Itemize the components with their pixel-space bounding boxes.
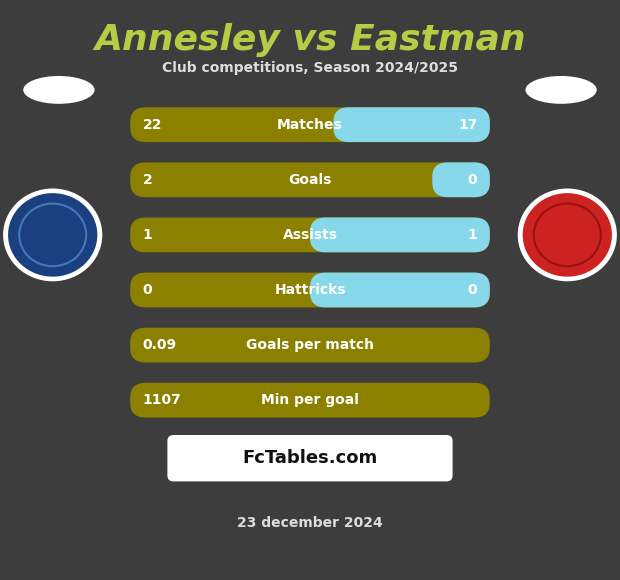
Text: 17: 17: [458, 118, 477, 132]
Text: 2: 2: [143, 173, 153, 187]
Text: 0: 0: [143, 283, 153, 297]
Text: Annesley vs Eastman: Annesley vs Eastman: [94, 23, 526, 57]
Text: Goals: Goals: [288, 173, 332, 187]
Circle shape: [523, 193, 612, 277]
Ellipse shape: [526, 76, 596, 104]
Text: 22: 22: [143, 118, 162, 132]
FancyBboxPatch shape: [130, 107, 490, 142]
FancyBboxPatch shape: [130, 162, 490, 197]
Ellipse shape: [24, 76, 94, 104]
Text: 1: 1: [467, 228, 477, 242]
FancyBboxPatch shape: [130, 383, 490, 418]
Text: 0: 0: [467, 283, 477, 297]
Text: 0.09: 0.09: [143, 338, 177, 352]
Text: Club competitions, Season 2024/2025: Club competitions, Season 2024/2025: [162, 61, 458, 75]
Text: Assists: Assists: [283, 228, 337, 242]
FancyBboxPatch shape: [130, 273, 490, 307]
FancyBboxPatch shape: [432, 162, 490, 197]
FancyBboxPatch shape: [130, 328, 490, 362]
Text: Hattricks: Hattricks: [274, 283, 346, 297]
FancyBboxPatch shape: [334, 107, 490, 142]
Circle shape: [3, 188, 102, 281]
Text: 1107: 1107: [143, 393, 181, 407]
Text: Matches: Matches: [277, 118, 343, 132]
Text: 0: 0: [467, 173, 477, 187]
Circle shape: [8, 193, 97, 277]
Text: Goals per match: Goals per match: [246, 338, 374, 352]
Text: 23 december 2024: 23 december 2024: [237, 516, 383, 530]
Text: FcTables.com: FcTables.com: [242, 449, 378, 467]
FancyBboxPatch shape: [310, 218, 490, 252]
Text: 1: 1: [143, 228, 153, 242]
FancyBboxPatch shape: [310, 273, 490, 307]
FancyBboxPatch shape: [167, 435, 453, 481]
FancyBboxPatch shape: [130, 218, 490, 252]
Circle shape: [518, 188, 617, 281]
Text: Min per goal: Min per goal: [261, 393, 359, 407]
